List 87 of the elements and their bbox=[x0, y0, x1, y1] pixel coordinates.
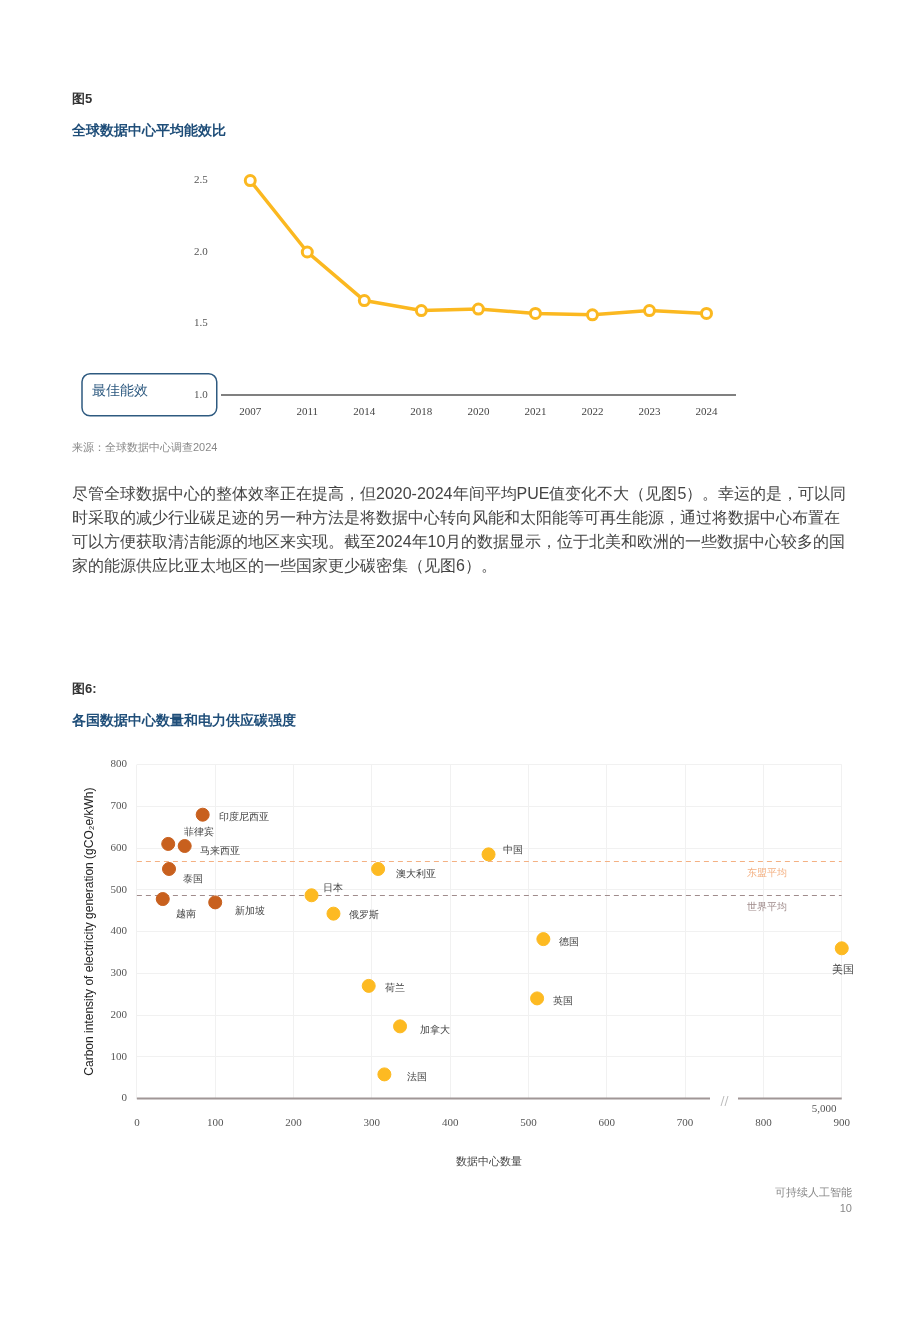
annotation: 法国 bbox=[407, 1070, 428, 1082]
x-tick-label: 2021 bbox=[524, 405, 547, 418]
point bbox=[243, 174, 257, 188]
point bbox=[530, 991, 545, 1006]
y-tick-label: 300 bbox=[110, 966, 128, 979]
y-tick-label: 2.5 bbox=[194, 173, 209, 186]
point bbox=[155, 892, 170, 907]
chart-title: 图6: bbox=[72, 680, 97, 698]
annotation: 澳大利亚 bbox=[396, 867, 437, 879]
x-tick-label: 500 bbox=[520, 1116, 538, 1129]
y-tick-label: 500 bbox=[110, 882, 128, 895]
x-tick-label: 2007 bbox=[239, 405, 262, 418]
y-tick-label: 0 bbox=[121, 1091, 128, 1104]
text: 5,000 bbox=[811, 1101, 837, 1114]
text: 最佳能效 bbox=[92, 382, 148, 399]
annotation: 美国 bbox=[831, 963, 854, 976]
x-tick-label: 300 bbox=[363, 1116, 381, 1129]
ref-line-label: 世界平均 bbox=[746, 901, 787, 913]
source-note: 来源：全球数据中心调查2024 bbox=[72, 440, 219, 454]
text: 10 bbox=[838, 1201, 852, 1215]
point bbox=[834, 941, 849, 956]
point bbox=[177, 839, 192, 854]
point bbox=[371, 861, 386, 876]
point bbox=[162, 861, 177, 876]
point bbox=[208, 895, 223, 910]
point bbox=[361, 978, 376, 993]
annotation: 新加坡 bbox=[235, 904, 266, 916]
x-tick-label: 100 bbox=[206, 1116, 224, 1129]
point bbox=[161, 836, 176, 851]
point bbox=[393, 1019, 408, 1034]
x-tick-label: 2024 bbox=[695, 405, 718, 418]
annotation: 俄罗斯 bbox=[349, 909, 380, 921]
y-tick-label: 200 bbox=[110, 1007, 128, 1020]
text: 可持续人工智能 bbox=[774, 1185, 852, 1199]
annotation: 荷兰 bbox=[384, 982, 405, 994]
point bbox=[528, 306, 542, 320]
x-tick-label: 2014 bbox=[353, 405, 376, 418]
point bbox=[585, 308, 599, 322]
annotation: 加拿大 bbox=[420, 1023, 451, 1035]
y-tick-label: 100 bbox=[110, 1049, 128, 1062]
x-tick-label: 2022 bbox=[581, 405, 604, 418]
point bbox=[471, 302, 485, 316]
point bbox=[304, 888, 319, 903]
text: 尽管全球数据中心的整体效率正在提高，但2020-2024年间平均PUE值变化不大（见图5）。幸运的是，可以同时采取的减少行业碳足迹的另一种方法是将数据中心转向风能和太阳能等可再生能源，通过将数据中心布置在可以方便获取清洁能源的地区来实现。截至2024年10月的数据显示，位于北美和欧洲的一些数据中心较多的国家的能源供应比亚太地区的一些国家更少碳密集（见图6）。 bbox=[72, 484, 848, 576]
x-tick-label: 2020 bbox=[467, 405, 490, 418]
x-tick-label: 800 bbox=[755, 1116, 773, 1129]
annotation: 日本 bbox=[322, 881, 343, 893]
y-tick-label: 800 bbox=[110, 757, 128, 770]
y-tick-label: 600 bbox=[110, 840, 128, 853]
y-tick-label: 1.5 bbox=[194, 316, 209, 329]
point bbox=[300, 245, 314, 259]
x-tick-label: 400 bbox=[441, 1116, 459, 1129]
x-tick-label: 2011 bbox=[296, 405, 319, 418]
y-tick-label: 700 bbox=[110, 799, 128, 812]
point bbox=[414, 304, 428, 318]
point bbox=[536, 932, 551, 947]
point bbox=[195, 807, 210, 822]
x-tick-label: 2018 bbox=[410, 405, 433, 418]
point bbox=[326, 906, 341, 921]
x-axis-title: 数据中心数量 bbox=[456, 1155, 523, 1168]
x-tick-label: 2023 bbox=[638, 405, 661, 418]
y-axis-title: Carbon intensity of electricity generation (gCO₂e/kWh) bbox=[81, 787, 96, 1076]
annotation: 马来西亚 bbox=[199, 844, 240, 856]
x-tick-label: 700 bbox=[676, 1116, 694, 1129]
ref-line-label: 东盟平均 bbox=[746, 867, 787, 879]
annotation: 越南 bbox=[175, 907, 196, 919]
x-tick-label: 0 bbox=[134, 1116, 141, 1129]
annotation: 德国 bbox=[559, 935, 580, 947]
y-tick-label: 400 bbox=[110, 924, 128, 937]
annotation: 泰国 bbox=[183, 872, 204, 884]
y-tick-label: 1.0 bbox=[194, 387, 209, 400]
point bbox=[481, 847, 496, 862]
x-tick-label: 600 bbox=[598, 1116, 616, 1129]
point bbox=[377, 1067, 392, 1082]
point bbox=[699, 306, 713, 320]
point bbox=[357, 294, 371, 308]
annotation: 印度尼西亚 bbox=[218, 811, 269, 823]
x-tick-label: 200 bbox=[285, 1116, 303, 1129]
annotation: 菲律宾 bbox=[184, 825, 215, 837]
caption: 图5 bbox=[72, 90, 93, 108]
y-tick-label: 2.0 bbox=[194, 244, 209, 257]
x-tick-label: 900 bbox=[833, 1116, 851, 1129]
point bbox=[642, 304, 656, 318]
chart-title: 全球数据中心平均能效比 bbox=[72, 122, 226, 140]
annotation: 英国 bbox=[553, 994, 574, 1006]
annotation: 中国 bbox=[502, 843, 523, 855]
chart-subtitle: 各国数据中心数量和电力供应碳强度 bbox=[72, 712, 296, 730]
